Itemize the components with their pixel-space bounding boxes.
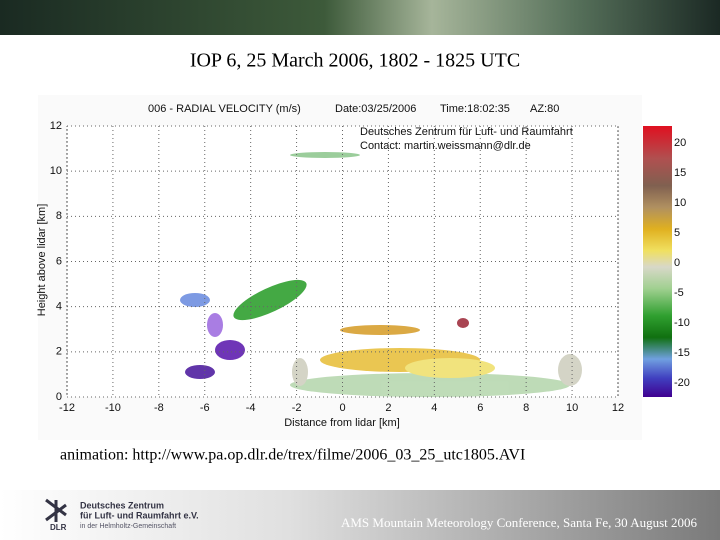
x-axis-label: Distance from lidar [km] — [284, 417, 400, 429]
velocity-blob — [340, 325, 420, 335]
colorbar-tick-label: -10 — [674, 317, 690, 329]
velocity-blob — [290, 152, 360, 158]
x-tick-label: -10 — [105, 402, 121, 414]
colorbar-tick-label: 5 — [674, 227, 680, 239]
plot: 006 - RADIAL VELOCITY (m/s) Date:03/25/2… — [36, 103, 672, 429]
plot-header: AZ:80 — [530, 103, 559, 115]
logo-text: Deutsches Zentrum — [80, 500, 164, 510]
velocity-field — [180, 152, 582, 397]
x-tick-label: 10 — [566, 402, 578, 414]
plot-header: 006 - RADIAL VELOCITY (m/s) — [148, 103, 301, 115]
velocity-blob — [457, 318, 469, 328]
x-tick-label: -12 — [59, 402, 75, 414]
logo: DLR Deutsches Zentrum für Luft- und Raum… — [45, 498, 199, 532]
colorbar-tick-label: -15 — [674, 347, 690, 359]
plot-credit: Contact: martin.weissmann@dlr.de — [360, 140, 531, 152]
colorbar-tick-label: 15 — [674, 167, 686, 179]
x-tick-label: 2 — [385, 402, 391, 414]
logo-text: in der Helmholtz-Gemeinschaft — [80, 523, 176, 530]
plot-credit: Deutsches Zentrum für Luft- und Raumfahr… — [360, 126, 573, 138]
y-tick-label: 10 — [50, 165, 62, 177]
colorbar — [643, 126, 672, 397]
logo-mark: DLR — [50, 523, 67, 532]
x-tick-label: -6 — [200, 402, 210, 414]
velocity-blob — [292, 358, 308, 386]
x-tick-label: -8 — [154, 402, 164, 414]
y-tick-label: 2 — [56, 346, 62, 358]
x-tick-label: -4 — [246, 402, 256, 414]
velocity-blob — [233, 279, 307, 321]
footer-text: AMS Mountain Meteorology Conference, San… — [341, 515, 698, 530]
velocity-blob — [180, 293, 210, 307]
y-tick-label: 8 — [56, 210, 62, 222]
x-tick-label: 6 — [477, 402, 483, 414]
velocity-blob — [215, 340, 245, 360]
slide-title: IOP 6, 25 March 2006, 1802 - 1825 UTC — [190, 50, 520, 72]
x-tick-label: -2 — [292, 402, 302, 414]
velocity-blob — [558, 354, 582, 386]
plot-header: Time:18:02:35 — [440, 103, 510, 115]
colorbar-tick-label: 20 — [674, 137, 686, 149]
y-tick-label: 6 — [56, 255, 62, 267]
y-axis-label: Height above lidar [km] — [36, 204, 48, 317]
velocity-blob — [290, 373, 570, 397]
logo-icon — [45, 498, 67, 522]
logo-text: für Luft- und Raumfahrt e.V. — [80, 510, 199, 520]
colorbar-tick-label: 10 — [674, 197, 686, 209]
y-tick-label: 12 — [50, 120, 62, 132]
colorbar-tick-label: -20 — [674, 377, 690, 389]
x-tick-label: 0 — [339, 402, 345, 414]
footer-band — [0, 490, 720, 540]
velocity-blob — [207, 313, 223, 337]
y-tick-label: 4 — [56, 301, 62, 313]
x-tick-label: 12 — [612, 402, 624, 414]
banner — [0, 0, 720, 35]
velocity-blob — [185, 365, 215, 379]
colorbar-tick-label: 0 — [674, 257, 680, 269]
colorbar-tick-label: -5 — [674, 287, 684, 299]
plot-header: Date:03/25/2006 — [335, 103, 416, 115]
x-tick-label: 8 — [523, 402, 529, 414]
x-tick-label: 4 — [431, 402, 437, 414]
y-tick-label: 0 — [56, 391, 62, 403]
caption: animation: http://www.pa.op.dlr.de/trex/… — [60, 447, 525, 464]
velocity-blob — [405, 358, 495, 378]
